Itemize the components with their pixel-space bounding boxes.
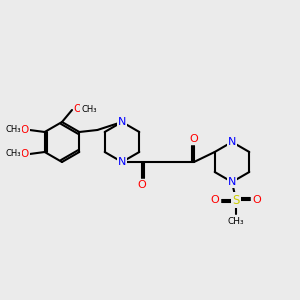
Text: S: S	[232, 194, 240, 206]
Text: O: O	[21, 149, 29, 159]
Text: O: O	[21, 125, 29, 135]
Text: O: O	[211, 195, 219, 205]
Text: CH₃: CH₃	[6, 149, 21, 158]
Text: N: N	[228, 137, 236, 147]
Text: O: O	[190, 134, 198, 144]
Text: O: O	[138, 180, 146, 190]
Text: CH₃: CH₃	[81, 104, 97, 113]
Text: O: O	[253, 195, 261, 205]
Text: O: O	[74, 104, 82, 114]
Text: N: N	[228, 177, 236, 187]
Text: N: N	[118, 157, 126, 167]
Text: CH₃: CH₃	[6, 125, 21, 134]
Text: CH₃: CH₃	[228, 218, 244, 226]
Text: N: N	[118, 117, 126, 127]
